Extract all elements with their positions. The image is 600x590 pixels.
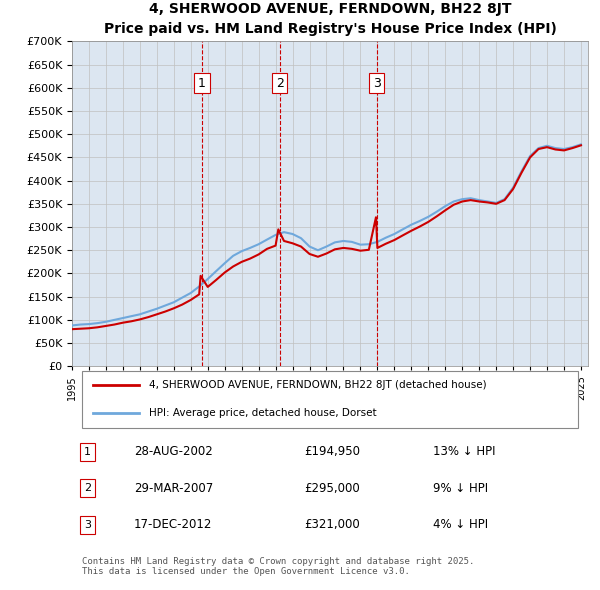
Text: £194,950: £194,950 [304,445,360,458]
Text: 1: 1 [198,77,206,90]
Text: 28-AUG-2002: 28-AUG-2002 [134,445,212,458]
Text: 2: 2 [84,483,91,493]
Text: Contains HM Land Registry data © Crown copyright and database right 2025.
This d: Contains HM Land Registry data © Crown c… [82,557,475,576]
FancyBboxPatch shape [82,371,578,428]
Text: 9% ↓ HPI: 9% ↓ HPI [433,481,488,495]
Text: 4% ↓ HPI: 4% ↓ HPI [433,518,488,531]
Text: 4, SHERWOOD AVENUE, FERNDOWN, BH22 8JT (detached house): 4, SHERWOOD AVENUE, FERNDOWN, BH22 8JT (… [149,379,487,389]
Text: 29-MAR-2007: 29-MAR-2007 [134,481,213,495]
Text: 17-DEC-2012: 17-DEC-2012 [134,518,212,531]
Text: £321,000: £321,000 [304,518,360,531]
Text: 2: 2 [275,77,284,90]
Text: 13% ↓ HPI: 13% ↓ HPI [433,445,496,458]
Text: 3: 3 [373,77,380,90]
Text: £295,000: £295,000 [304,481,360,495]
Text: HPI: Average price, detached house, Dorset: HPI: Average price, detached house, Dors… [149,408,377,418]
Text: 1: 1 [84,447,91,457]
Text: 3: 3 [84,520,91,530]
Title: 4, SHERWOOD AVENUE, FERNDOWN, BH22 8JT
Price paid vs. HM Land Registry's House P: 4, SHERWOOD AVENUE, FERNDOWN, BH22 8JT P… [104,2,556,36]
